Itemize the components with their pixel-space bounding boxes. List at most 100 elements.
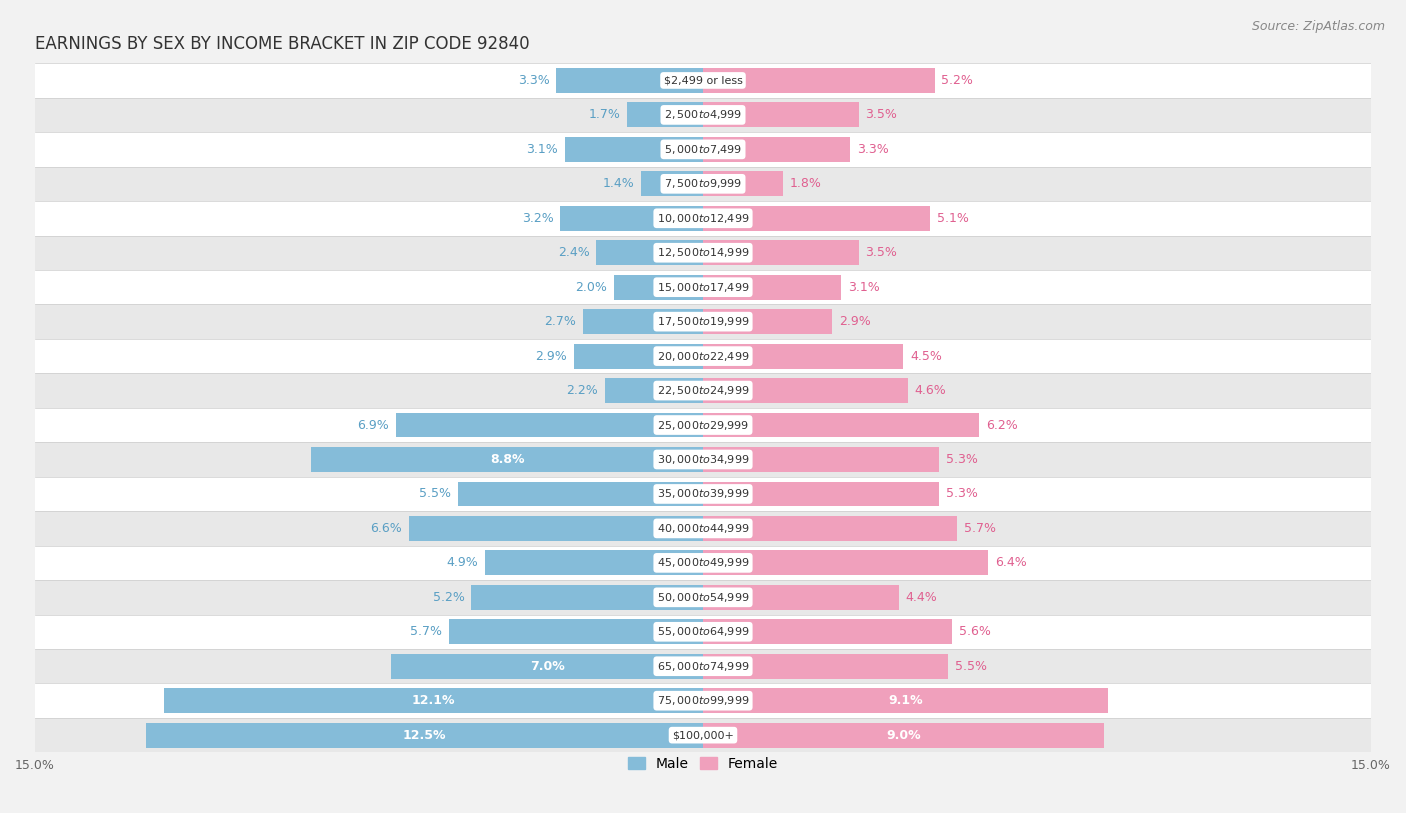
Bar [35,476,1371,511]
Bar [35,167,1371,201]
Text: 6.6%: 6.6% [371,522,402,535]
Bar [35,580,1371,615]
Bar [703,172,783,196]
Text: 5.7%: 5.7% [411,625,443,638]
Text: 1.8%: 1.8% [790,177,821,190]
Bar [458,481,703,506]
Text: 1.4%: 1.4% [602,177,634,190]
Bar [703,344,904,368]
Text: 3.2%: 3.2% [522,211,554,224]
Bar [391,654,703,679]
Text: $15,000 to $17,499: $15,000 to $17,499 [657,280,749,293]
Bar [35,649,1371,684]
Bar [703,275,841,300]
Text: $50,000 to $54,999: $50,000 to $54,999 [657,591,749,604]
Text: $25,000 to $29,999: $25,000 to $29,999 [657,419,749,432]
Text: 4.6%: 4.6% [914,384,946,397]
Text: 2.0%: 2.0% [575,280,607,293]
Bar [703,413,979,437]
Text: 4.5%: 4.5% [910,350,942,363]
Bar [703,689,1108,713]
Bar [703,137,851,162]
Text: 2.9%: 2.9% [839,315,870,328]
Bar [703,68,935,93]
Text: 5.2%: 5.2% [433,591,465,604]
Text: $40,000 to $44,999: $40,000 to $44,999 [657,522,749,535]
Text: 5.3%: 5.3% [946,488,977,501]
Text: 4.9%: 4.9% [446,556,478,569]
Bar [703,585,898,610]
Bar [565,137,703,162]
Text: $12,500 to $14,999: $12,500 to $14,999 [657,246,749,259]
Bar [703,102,859,128]
Bar [471,585,703,610]
Bar [35,339,1371,373]
Bar [703,378,908,403]
Bar [35,63,1371,98]
Text: 3.5%: 3.5% [866,246,897,259]
Bar [449,620,703,644]
Text: 12.1%: 12.1% [412,694,456,707]
Text: 3.3%: 3.3% [856,143,889,156]
Bar [35,615,1371,649]
Bar [146,723,703,748]
Text: 5.3%: 5.3% [946,453,977,466]
Text: $17,500 to $19,999: $17,500 to $19,999 [657,315,749,328]
Text: $100,000+: $100,000+ [672,730,734,740]
Text: 2.4%: 2.4% [558,246,589,259]
Bar [574,344,703,368]
Text: 4.4%: 4.4% [905,591,938,604]
Text: 8.8%: 8.8% [489,453,524,466]
Text: $45,000 to $49,999: $45,000 to $49,999 [657,556,749,569]
Text: $2,500 to $4,999: $2,500 to $4,999 [664,108,742,121]
Text: $75,000 to $99,999: $75,000 to $99,999 [657,694,749,707]
Bar [627,102,703,128]
Bar [35,373,1371,408]
Bar [703,654,948,679]
Text: 9.1%: 9.1% [889,694,922,707]
Bar [703,550,988,576]
Bar [703,481,939,506]
Bar [703,309,832,334]
Text: $5,000 to $7,499: $5,000 to $7,499 [664,143,742,156]
Bar [35,201,1371,236]
Legend: Male, Female: Male, Female [623,751,783,776]
Text: 6.9%: 6.9% [357,419,389,432]
Bar [561,206,703,231]
Text: 5.2%: 5.2% [941,74,973,87]
Bar [582,309,703,334]
Bar [311,447,703,472]
Bar [35,718,1371,752]
Text: 2.9%: 2.9% [536,350,567,363]
Text: 5.6%: 5.6% [959,625,991,638]
Bar [703,447,939,472]
Text: Source: ZipAtlas.com: Source: ZipAtlas.com [1251,20,1385,33]
Text: 5.1%: 5.1% [936,211,969,224]
Text: 3.1%: 3.1% [848,280,880,293]
Bar [35,98,1371,133]
Bar [35,270,1371,304]
Text: $20,000 to $22,499: $20,000 to $22,499 [657,350,749,363]
Bar [703,723,1104,748]
Text: $10,000 to $12,499: $10,000 to $12,499 [657,211,749,224]
Bar [614,275,703,300]
Text: 9.0%: 9.0% [886,728,921,741]
Text: 3.3%: 3.3% [517,74,550,87]
Text: 6.2%: 6.2% [986,419,1018,432]
Bar [35,546,1371,580]
Bar [395,413,703,437]
Bar [555,68,703,93]
Text: 3.1%: 3.1% [526,143,558,156]
Bar [703,620,952,644]
Bar [641,172,703,196]
Text: 2.7%: 2.7% [544,315,576,328]
Bar [409,516,703,541]
Text: 5.5%: 5.5% [419,488,451,501]
Bar [35,442,1371,476]
Text: 1.7%: 1.7% [589,108,620,121]
Text: $7,500 to $9,999: $7,500 to $9,999 [664,177,742,190]
Text: $2,499 or less: $2,499 or less [664,76,742,85]
Bar [35,511,1371,546]
Bar [35,684,1371,718]
Text: 3.5%: 3.5% [866,108,897,121]
